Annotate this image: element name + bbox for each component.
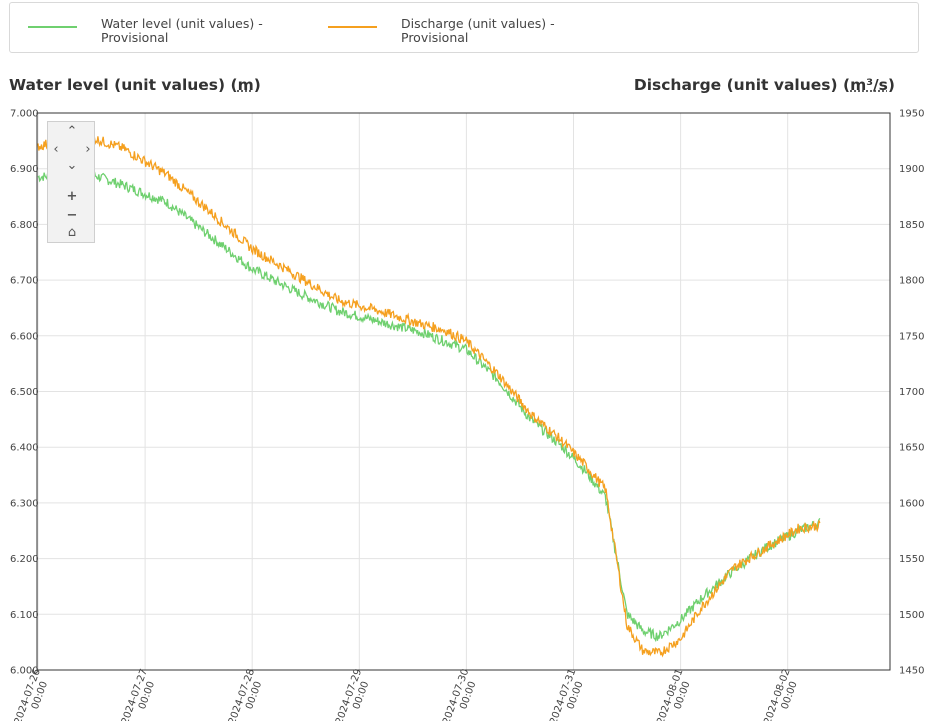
y-right-tick-label: 1450 xyxy=(899,666,924,677)
y-right-tick-label: 1700 xyxy=(899,387,924,398)
pan-up-icon[interactable]: ⌃ xyxy=(66,124,78,139)
y-right-tick-label: 1800 xyxy=(899,276,924,287)
y-right-tick-label: 1600 xyxy=(899,498,924,509)
y-right-tick-label: 1950 xyxy=(899,109,924,120)
legend-item-water-level[interactable]: Water level (unit values) - Provisional xyxy=(28,17,271,45)
legend-swatch-discharge xyxy=(328,26,377,28)
y-left-tick-label: 6.300 xyxy=(10,498,39,509)
y-left-tick-label: 7.000 xyxy=(10,109,39,120)
y-left-tick-label: 6.000 xyxy=(10,666,39,677)
home-icon[interactable]: ⌂ xyxy=(67,225,77,240)
pan-zoom-panel: ⌃ ‹ › ⌄ + − ⌂ xyxy=(47,121,95,243)
legend-item-discharge[interactable]: Discharge (unit values) - Provisional xyxy=(328,17,571,45)
series-discharge xyxy=(37,130,821,658)
y-right-tick-label: 1650 xyxy=(899,443,924,454)
series-water-level xyxy=(37,169,821,643)
y-left-tick-label: 6.200 xyxy=(10,554,39,565)
right-axis-unit: m³/s xyxy=(850,76,888,94)
y-right-tick-label: 1500 xyxy=(899,610,924,621)
left-axis-unit: m xyxy=(237,76,254,94)
grid-lines xyxy=(37,112,890,671)
y-right-tick-label: 1850 xyxy=(899,220,924,231)
y-right-tick-label: 1550 xyxy=(899,554,924,565)
pan-right-icon[interactable]: › xyxy=(85,142,91,157)
zoom-in-icon[interactable]: + xyxy=(66,189,78,204)
legend: Water level (unit values) - Provisional … xyxy=(9,2,919,53)
pan-down-icon[interactable]: ⌄ xyxy=(66,158,78,173)
y-left-tick-label: 6.900 xyxy=(10,164,39,175)
legend-label-water-level: Water level (unit values) - Provisional xyxy=(101,16,263,45)
y-left-tick-label: 6.600 xyxy=(10,331,39,342)
left-axis-title: Water level (unit values) (m) xyxy=(9,76,261,94)
pan-left-icon[interactable]: ‹ xyxy=(53,142,59,157)
legend-label-discharge: Discharge (unit values) - Provisional xyxy=(401,16,555,45)
y-right-tick-label: 1900 xyxy=(899,164,924,175)
y-right-tick-label: 1750 xyxy=(899,331,924,342)
series-lines xyxy=(37,130,821,658)
legend-swatch-water-level xyxy=(28,26,77,28)
y-left-tick-label: 6.100 xyxy=(10,610,39,621)
y-left-tick-label: 6.700 xyxy=(10,276,39,287)
zoom-out-icon[interactable]: − xyxy=(66,208,78,223)
y-left-tick-label: 6.800 xyxy=(10,220,39,231)
y-left-tick-label: 6.400 xyxy=(10,443,39,454)
right-axis-title: Discharge (unit values) (m³/s) xyxy=(633,76,895,94)
y-left-tick-label: 6.500 xyxy=(10,387,39,398)
plot-frame xyxy=(36,112,891,671)
